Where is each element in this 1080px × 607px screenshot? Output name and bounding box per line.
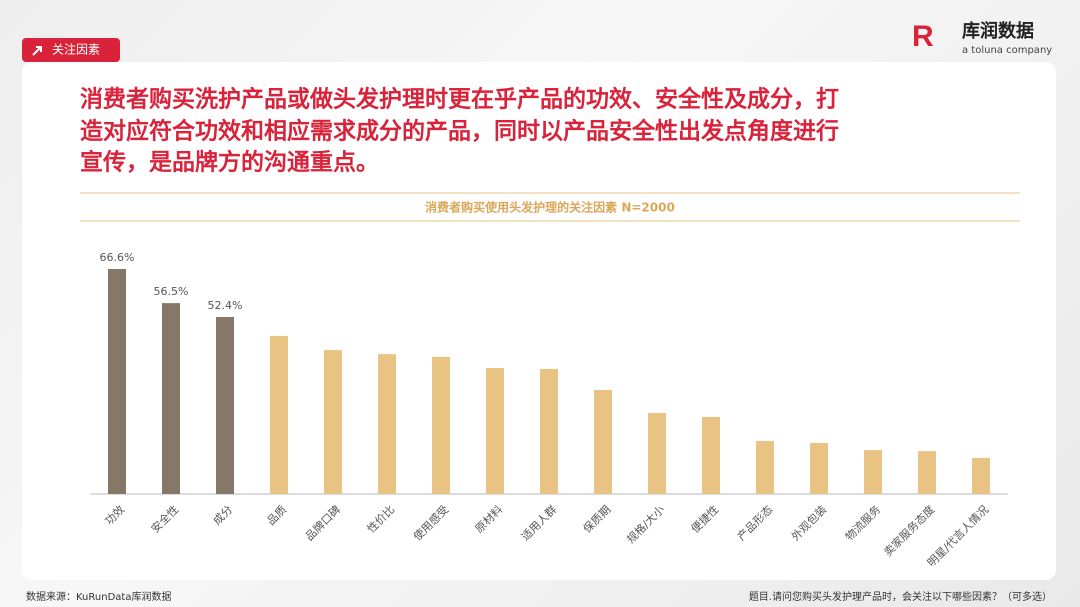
headline-line: 宣传，是品牌方的沟通重点。: [80, 149, 379, 176]
bar: [216, 316, 234, 494]
brand: 库润数据: [962, 20, 1034, 42]
bar: [864, 450, 882, 494]
bar: [648, 412, 666, 494]
bar: [432, 356, 450, 494]
tag-bg: [22, 38, 120, 62]
data-label: 56.5%: [154, 285, 189, 298]
data-label: 66.6%: [100, 251, 135, 264]
bar: [756, 440, 774, 494]
tag: 关注因素: [52, 42, 100, 57]
bar: [324, 350, 342, 494]
brand-sub: a toluna company: [962, 45, 1052, 56]
bar: [108, 269, 126, 494]
bar: [702, 416, 720, 494]
chart-title: 消费者购买使用头发护理的关注因素 N=2000: [425, 200, 675, 215]
bar: [486, 367, 504, 494]
headline-line: 消费者购买洗护产品或做头发护理时更在乎产品的功效、安全性及成分，打: [80, 86, 839, 113]
bar: [594, 389, 612, 494]
bar: [972, 457, 990, 494]
bar: [378, 354, 396, 494]
tag-icon: [32, 46, 42, 56]
bar: [918, 451, 936, 494]
bar: [162, 303, 180, 494]
bar: [810, 442, 828, 494]
bar: [540, 369, 558, 494]
data-label: 52.4%: [208, 299, 243, 312]
note: 题目.请问您购买头发护理产品时，会关注以下哪些因素？（可多选）: [749, 590, 1052, 603]
source: 数据来源：KuRunData库润数据: [26, 590, 171, 603]
headline-line: 造对应符合功效和相应需求成分的产品，同时以产品安全性出发点角度进行: [80, 118, 839, 145]
logo-mark: R: [912, 20, 934, 53]
bar: [270, 335, 288, 494]
